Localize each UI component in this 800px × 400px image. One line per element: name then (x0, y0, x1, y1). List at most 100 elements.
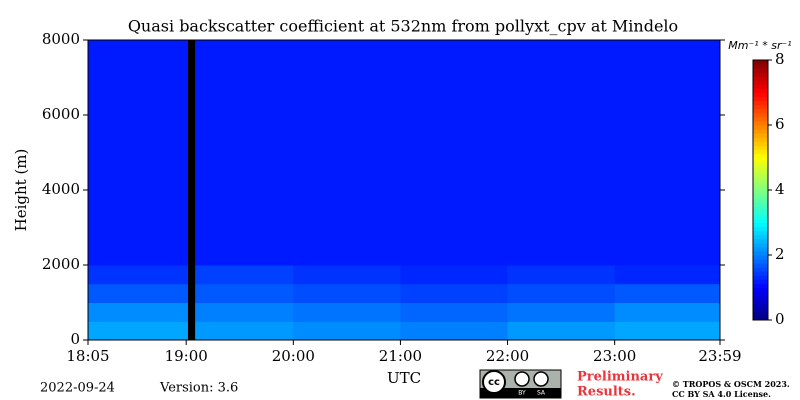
cc-circle (482, 370, 506, 394)
colorbar-step (753, 275, 768, 280)
notice: Results. (577, 385, 636, 400)
x-tick-label: 23:59 (698, 347, 741, 365)
colorbar-step (753, 133, 768, 138)
cell (88, 265, 189, 285)
colorbar-step (753, 181, 768, 187)
colorbar-step (753, 96, 768, 102)
colorbar-step (753, 104, 768, 110)
sa-circle (533, 371, 549, 387)
colorbar-step (753, 222, 768, 228)
colorbar-step (753, 72, 768, 77)
y-tick-label: 8000 (42, 30, 80, 48)
cell (507, 302, 616, 322)
y-tick-label: 0 (70, 330, 80, 348)
colorbar-step (753, 145, 768, 150)
colorbar-tick-label: 6 (775, 115, 785, 133)
colorbar-step (753, 230, 768, 236)
cell (400, 40, 509, 266)
colorbar-step (753, 141, 768, 146)
colorbar-label: Mm⁻¹ * sr⁻¹ (728, 39, 791, 52)
cc-icon: cc (488, 377, 500, 388)
cell (400, 302, 509, 322)
cell (400, 283, 509, 303)
version: Version: 3.6 (159, 381, 238, 396)
cell (507, 283, 616, 303)
cell (293, 283, 401, 303)
colorbar-step (753, 190, 768, 195)
colorbar-step (753, 68, 768, 73)
cell (614, 265, 721, 285)
cc-badge: cc BY SA (479, 369, 562, 399)
colorbar-step (753, 202, 768, 207)
colorbar-step (753, 214, 768, 219)
colorbar-step (753, 263, 768, 268)
colorbar-step (753, 246, 768, 252)
cell (88, 40, 189, 266)
cell (88, 283, 189, 303)
cell (614, 321, 721, 341)
colorbar-step (753, 299, 768, 305)
colorbar-tick-label: 8 (775, 50, 785, 68)
colorbar-step (753, 255, 768, 260)
colorbar-tick-label: 4 (775, 180, 785, 198)
colorbar-step (753, 112, 768, 118)
cell (88, 321, 189, 341)
colorbar-step (753, 149, 768, 154)
chart-title: Quasi backscatter coefficient at 532nm f… (128, 17, 678, 36)
colorbar-tick-label: 0 (775, 310, 785, 328)
x-tick-label: 23:00 (593, 347, 636, 365)
colorbar-step (753, 283, 768, 288)
cell (507, 321, 616, 341)
colorbar-step (753, 177, 768, 183)
cell (195, 302, 294, 322)
colorbar-step (753, 100, 768, 106)
cell (195, 321, 294, 341)
colorbar-step (753, 218, 768, 223)
x-tick-label: 20:00 (272, 347, 315, 365)
colorbar-step (753, 157, 768, 163)
copyright: © TROPOS & OSCM 2023. (672, 379, 790, 389)
cell (293, 302, 401, 322)
cell (187, 321, 196, 341)
copyright: CC BY SA 4.0 License. (672, 389, 771, 399)
colorbar-step (753, 116, 768, 122)
colorbar-step (753, 226, 768, 232)
cell (614, 283, 721, 303)
x-tick-label: 19:00 (165, 347, 208, 365)
colorbar-step (753, 88, 768, 93)
cell (187, 283, 196, 303)
colorbar-step (753, 76, 768, 81)
colorbar-step (753, 234, 768, 240)
cell (88, 302, 189, 322)
y-tick-label: 2000 (42, 255, 80, 273)
colorbar-step (753, 129, 768, 134)
notice: Preliminary (577, 370, 663, 385)
colorbar-step (753, 198, 768, 203)
colorbar-step (753, 315, 768, 321)
by-circle (514, 371, 530, 387)
colorbar-step (753, 153, 768, 158)
y-tick-label: 4000 (42, 180, 80, 198)
colorbar-step (753, 291, 768, 297)
badge-strip (480, 388, 561, 398)
colorbar-step (753, 206, 768, 211)
colorbar-step (753, 250, 768, 256)
colorbar-step (753, 185, 768, 191)
x-tick-label: 22:00 (486, 347, 529, 365)
colorbar-step (753, 161, 768, 167)
colorbar-step (753, 267, 768, 272)
cell (187, 265, 196, 285)
colorbar-step (753, 125, 768, 130)
cell (293, 321, 401, 341)
colorbar-step (753, 242, 768, 248)
colorbar-step (753, 137, 768, 142)
colorbar-step (753, 238, 768, 244)
colorbar-step (753, 303, 768, 309)
colorbar-tick-label: 2 (775, 245, 785, 263)
y-tick-label: 6000 (42, 105, 80, 123)
colorbar-step (753, 173, 768, 179)
colorbar-step (753, 80, 768, 85)
x-tick-label: 21:00 (379, 347, 422, 365)
colorbar-step (753, 120, 768, 126)
colorbar-step (753, 271, 768, 276)
